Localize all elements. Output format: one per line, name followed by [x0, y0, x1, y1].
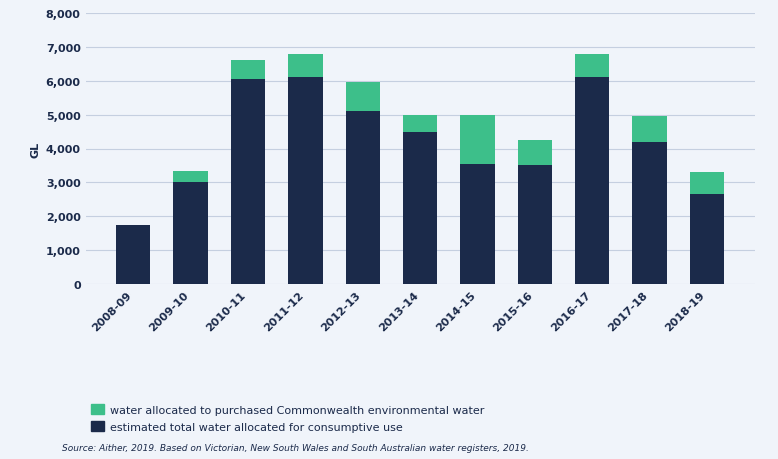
Bar	[690, 173, 724, 195]
Bar	[116, 225, 150, 285]
Bar	[575, 78, 609, 285]
Bar	[345, 112, 380, 285]
Bar	[231, 80, 265, 285]
Text: Source: Aither, 2019. Based on Victorian, New South Wales and South Australian w: Source: Aither, 2019. Based on Victorian…	[62, 443, 529, 452]
Y-axis label: GL: GL	[30, 141, 40, 157]
Bar	[517, 141, 552, 166]
Bar	[173, 183, 208, 285]
Bar	[345, 83, 380, 112]
Bar	[231, 61, 265, 80]
Bar	[633, 117, 667, 142]
Bar	[461, 164, 495, 285]
Bar	[633, 142, 667, 285]
Bar	[517, 166, 552, 285]
Bar	[403, 115, 437, 132]
Bar	[461, 115, 495, 164]
Bar	[288, 78, 323, 285]
Bar	[690, 195, 724, 285]
Bar	[575, 54, 609, 78]
Bar	[403, 132, 437, 285]
Bar	[288, 54, 323, 78]
Bar	[173, 171, 208, 183]
Legend: water allocated to purchased Commonwealth environmental water, estimated total w: water allocated to purchased Commonwealt…	[91, 404, 485, 432]
